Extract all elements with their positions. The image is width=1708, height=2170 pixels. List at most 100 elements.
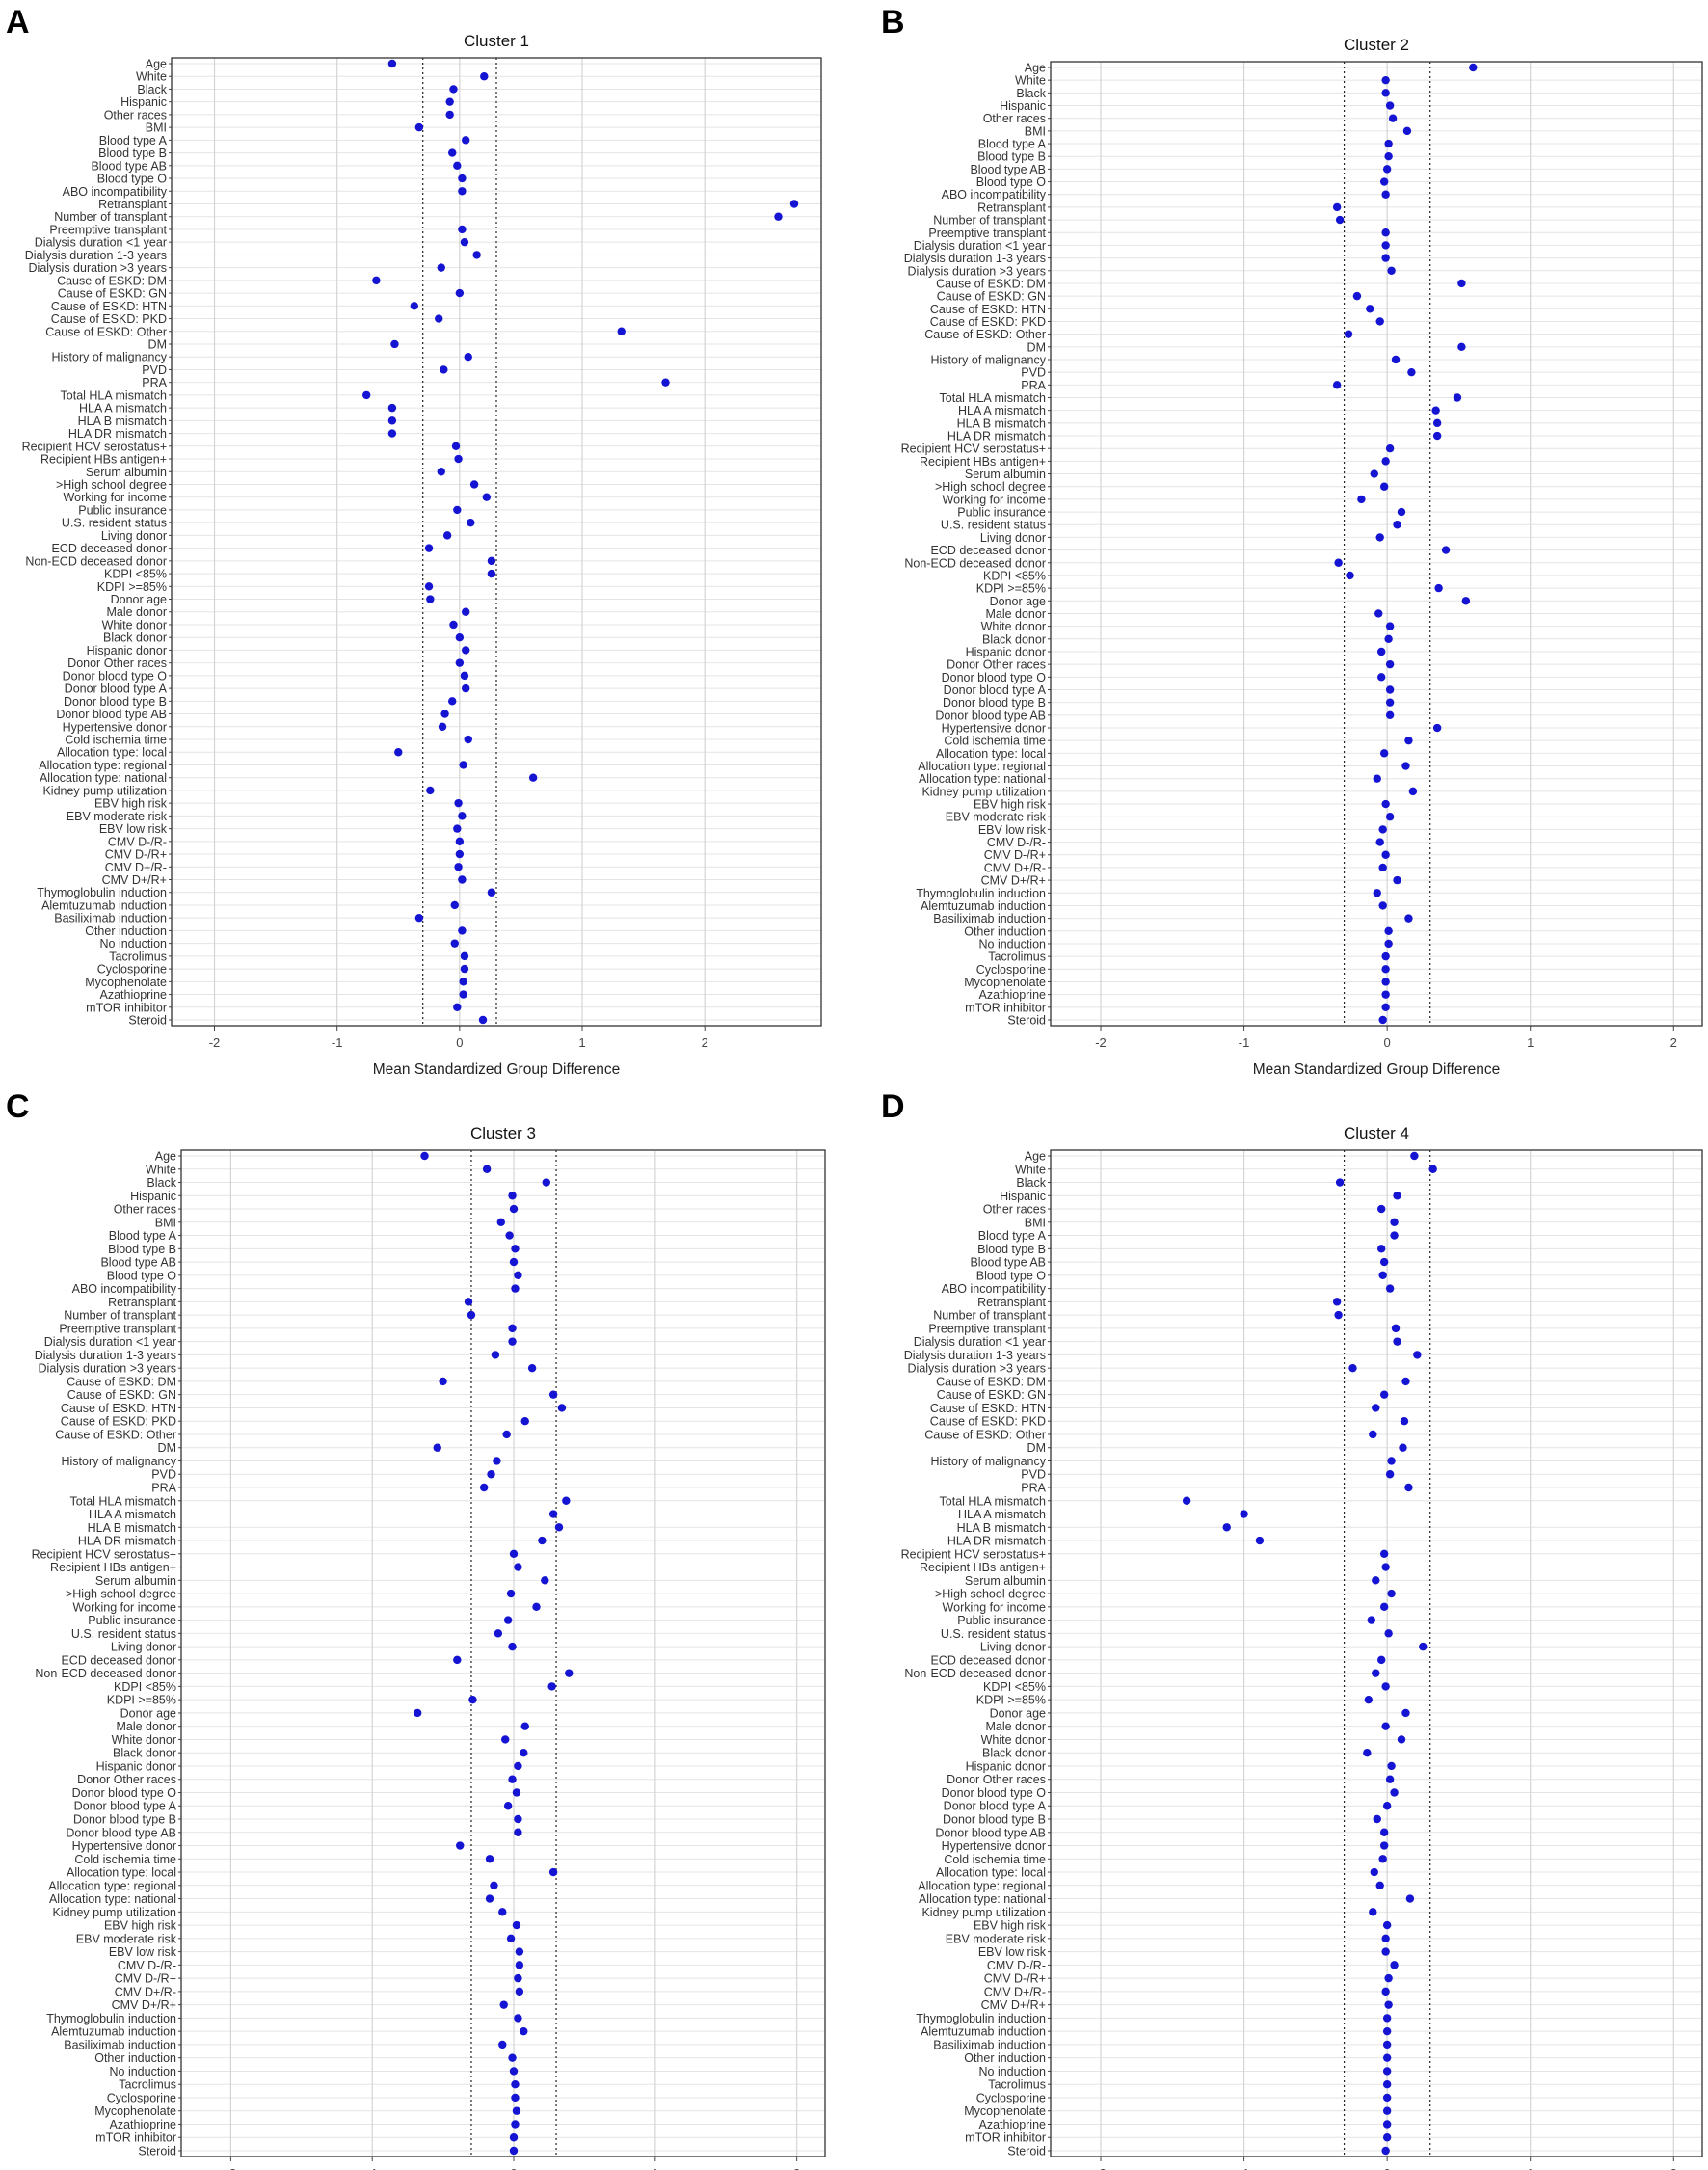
data-point	[1413, 1351, 1422, 1359]
data-point	[511, 2080, 520, 2089]
data-point	[1419, 1642, 1428, 1651]
data-point	[1461, 597, 1471, 605]
y-tick-label: Cause of ESKD: Other	[924, 1428, 1046, 1441]
y-tick-label: CMV D+/R-	[984, 861, 1046, 874]
data-point	[1385, 685, 1395, 694]
data-point	[455, 633, 465, 642]
y-tick-label: U.S. resident status	[71, 1627, 176, 1641]
y-tick-label: Non-ECD deceased donor	[904, 556, 1046, 570]
y-tick-label: Black donor	[103, 631, 167, 645]
data-point	[1366, 305, 1374, 313]
data-point	[512, 1788, 521, 1797]
y-tick-label: mTOR inhibitor	[965, 1001, 1046, 1014]
y-tick-label: Cold ischemia time	[944, 735, 1046, 748]
y-tick-label: Donor blood type AB	[935, 709, 1046, 722]
y-tick-label: CMV D-/R-	[987, 1959, 1046, 1972]
y-tick-label: Public insurance	[957, 1614, 1046, 1627]
y-tick-label: Working for income	[943, 1600, 1046, 1614]
data-point	[1391, 1324, 1401, 1333]
data-point	[1385, 1284, 1395, 1293]
data-point	[520, 1417, 529, 1426]
y-tick-label: Blood type O	[976, 1269, 1047, 1282]
data-point	[1363, 1749, 1372, 1757]
y-tick-label: CMV D-/R+	[984, 1972, 1046, 1986]
y-tick-label: Donor blood type AB	[935, 1826, 1046, 1839]
data-point	[515, 1947, 524, 1956]
data-point	[1457, 342, 1466, 352]
y-tick-label: CMV D+/R+	[981, 874, 1046, 888]
y-tick-label: Preemptive transplant	[928, 1322, 1046, 1335]
y-tick-label: History of malignancy	[62, 1455, 177, 1468]
y-tick-label: Non-ECD deceased donor	[35, 1667, 176, 1680]
y-tick-label: Allocation type: national	[919, 772, 1046, 786]
y-tick-label: Cause of ESKD: PKD	[930, 315, 1046, 329]
data-point	[482, 1165, 492, 1173]
y-tick-label: Working for income	[64, 491, 167, 504]
y-tick-label: Cause of ESKD: DM	[67, 1375, 176, 1388]
y-tick-label: Cold ischemia time	[944, 1853, 1046, 1866]
y-tick-label: Thymoglobulin induction	[916, 2012, 1046, 2025]
data-point	[548, 1867, 558, 1877]
data-point	[520, 1749, 528, 1757]
data-point	[1382, 2026, 1392, 2036]
y-tick-label: Cause of ESKD: DM	[936, 1375, 1046, 1388]
y-tick-label: Cause of ESKD: Other	[45, 325, 167, 338]
y-tick-label: Number of transplant	[933, 214, 1046, 228]
data-point	[511, 2093, 520, 2103]
data-point	[514, 1761, 522, 1771]
y-tick-label: Tacrolimus	[109, 950, 167, 963]
y-tick-label: HLA B mismatch	[957, 416, 1046, 430]
y-tick-label: PRA	[1021, 1482, 1046, 1495]
y-tick-label: Allocation type: regional	[918, 760, 1046, 773]
data-point	[455, 849, 465, 859]
data-point	[1402, 126, 1412, 136]
y-tick-label: Non-ECD deceased donor	[904, 1667, 1046, 1680]
data-point	[394, 748, 403, 757]
y-tick-label: Hypertensive donor	[942, 1839, 1046, 1853]
data-point	[1240, 1510, 1248, 1518]
y-tick-label: Other induction	[85, 924, 167, 938]
data-point	[1408, 787, 1418, 796]
y-tick-label: HLA DR mismatch	[68, 427, 167, 441]
data-point	[456, 1841, 465, 1850]
data-point	[1382, 2106, 1392, 2115]
data-point	[458, 225, 467, 234]
y-tick-label: PVD	[1021, 1468, 1046, 1482]
data-point	[538, 1536, 547, 1545]
y-tick-label: Other races	[983, 112, 1046, 125]
data-point	[661, 378, 670, 387]
data-point	[1382, 2120, 1392, 2129]
data-point	[454, 863, 463, 871]
y-tick-label: Basiliximab induction	[64, 2038, 176, 2051]
y-tick-label: U.S. resident status	[941, 1627, 1046, 1641]
y-tick-label: Working for income	[73, 1600, 176, 1614]
y-tick-label: Age	[1025, 1150, 1046, 1164]
data-point	[490, 1881, 498, 1889]
y-tick-label: PRA	[151, 1482, 176, 1495]
data-point	[1432, 418, 1442, 428]
y-tick-label: Hispanic donor	[87, 644, 167, 657]
data-point	[455, 837, 465, 846]
y-tick-label: Blood type AB	[100, 1256, 176, 1270]
data-point	[520, 2026, 528, 2036]
y-tick-label: Dialysis duration <1 year	[914, 239, 1046, 253]
y-tick-label: Kidney pump utilization	[42, 784, 167, 797]
data-point	[1381, 2146, 1390, 2156]
y-tick-label: Total HLA mismatch	[70, 1494, 177, 1508]
data-point	[1385, 1470, 1395, 1479]
data-point	[1370, 1867, 1378, 1877]
y-tick-label: Donor Other races	[947, 658, 1046, 672]
data-point	[514, 1563, 522, 1571]
x-tick-label: 0	[456, 1035, 463, 1050]
data-point	[1335, 1178, 1345, 1187]
y-tick-label: EBV low risk	[99, 822, 168, 836]
y-tick-label: Basiliximab induction	[933, 912, 1046, 925]
data-point	[458, 812, 467, 820]
data-point	[1334, 558, 1343, 567]
y-tick-label: Blood type AB	[91, 159, 167, 173]
plot-border	[1050, 1149, 1703, 2157]
data-point	[1182, 1496, 1191, 1505]
data-point	[1399, 1443, 1407, 1452]
y-tick-label: Azathioprine	[110, 2118, 177, 2131]
